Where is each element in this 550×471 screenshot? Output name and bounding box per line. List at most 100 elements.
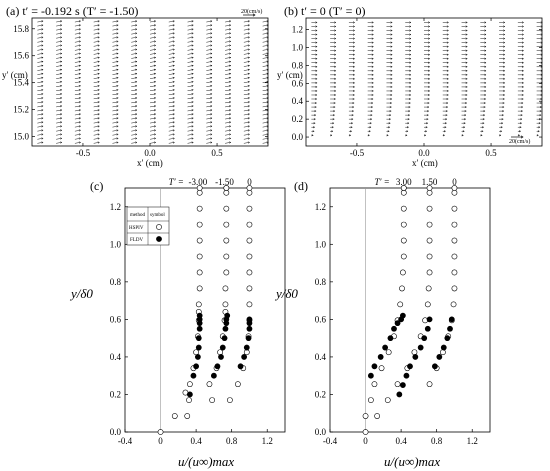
vector-arrowhead (153, 113, 157, 116)
vector-arrowhead (135, 97, 138, 100)
vector-arrowhead (229, 36, 232, 39)
y-tick-label: 15.8 (13, 24, 29, 34)
x-tick-label: 0.0 (418, 148, 430, 158)
vector-arrowhead (172, 84, 175, 88)
vector-arrow (168, 129, 175, 132)
vector-arrowhead (116, 44, 119, 47)
vector-arrow (37, 81, 44, 83)
vector-arrowhead (229, 101, 232, 104)
vector-arrow (112, 93, 119, 96)
vector-arrow (149, 138, 156, 140)
vector-arrow (187, 81, 194, 83)
vector-arrowhead (503, 53, 506, 56)
vector-arrowhead (153, 137, 157, 140)
vector-arrowhead (229, 24, 232, 27)
vector-arrowhead (465, 61, 468, 64)
x-tick-label: 0.4 (395, 436, 407, 446)
vector-arrowhead (371, 65, 374, 68)
hspiv-point (223, 253, 230, 260)
vector-arrowhead (334, 61, 337, 64)
vector-arrowhead (484, 53, 487, 56)
vector-arrow (56, 61, 62, 63)
vector-arrowhead (60, 97, 63, 100)
vector-arrowhead (153, 101, 157, 104)
vector-arrowhead (409, 61, 412, 64)
vector-arrowhead (116, 141, 119, 144)
vector-arrowhead (78, 129, 82, 132)
vector-arrowhead (191, 56, 194, 59)
vector-arrow (74, 85, 81, 87)
vector-arrowhead (371, 57, 374, 60)
hspiv-point (451, 237, 458, 244)
vector-arrow (93, 93, 100, 96)
vector-arrow (206, 77, 213, 79)
vector-arrowhead (428, 85, 431, 88)
fldv-point (407, 363, 413, 370)
y-tick-label: 15.6 (13, 51, 29, 61)
vector-arrowhead (521, 97, 524, 101)
vector-arrowhead (334, 93, 337, 97)
vector-arrowhead (210, 48, 213, 51)
vector-arrow (112, 121, 119, 124)
vector-arrowhead (521, 41, 525, 44)
vector-arrow (131, 20, 137, 23)
vector-arrowhead (247, 64, 251, 67)
vector-arrowhead (60, 113, 63, 116)
x-tick-label: -0.5 (350, 148, 365, 158)
vector-arrowhead (521, 85, 525, 88)
vector-arrowhead (229, 32, 232, 35)
vector-arrowhead (350, 130, 353, 133)
vector-arrowhead (210, 72, 213, 75)
vector-arrow (56, 93, 62, 96)
vector-arrowhead (484, 65, 487, 68)
vector-arrowhead (97, 129, 100, 132)
vector-arrowhead (428, 65, 431, 68)
vector-arrowhead (446, 53, 449, 56)
vector-arrowhead (371, 97, 374, 101)
vector-arrow (93, 28, 100, 31)
vector-arrow (74, 142, 81, 144)
vector-arrowhead (135, 101, 138, 104)
vector-arrow (225, 28, 231, 31)
vector-arrowhead (521, 106, 524, 109)
vector-arrowhead (191, 60, 194, 63)
vector-arrowhead (465, 97, 468, 101)
vector-arrowhead (351, 122, 354, 125)
vector-arrowhead (135, 113, 138, 116)
vector-arrow (225, 45, 231, 47)
vector-arrowhead (116, 84, 119, 88)
vector-arrowhead (266, 60, 269, 63)
vector-arrowhead (135, 28, 138, 31)
vector-arrowhead (389, 101, 393, 105)
vector-arrowhead (538, 122, 541, 125)
vector-arrow (93, 138, 100, 140)
vector-arrow (112, 142, 119, 144)
vector-arrowhead (521, 29, 525, 32)
vector-arrowhead (78, 101, 82, 104)
vector-arrowhead (315, 61, 318, 64)
vector-arrowhead (210, 141, 213, 144)
hspiv-point (234, 381, 241, 388)
vector-arrowhead (135, 44, 138, 47)
vector-arrow (93, 117, 100, 120)
vector-arrowhead (464, 110, 467, 113)
vector-arrowhead (351, 110, 355, 113)
vector-arrowhead (266, 97, 269, 100)
vector-arrow (74, 129, 81, 132)
vector-arrowhead (41, 117, 44, 120)
vector-arrow (131, 61, 137, 63)
vector-arrow (37, 49, 44, 51)
vector-arrowhead (229, 88, 232, 92)
vector-arrow (149, 69, 156, 71)
fldv-point (246, 325, 253, 332)
vector-arrowhead (78, 113, 82, 116)
vector-arrowhead (229, 48, 232, 51)
fldv-point (417, 344, 424, 351)
vector-arrowhead (210, 125, 213, 128)
vector-arrow (112, 41, 119, 43)
vector-arrowhead (371, 29, 374, 32)
vector-arrowhead (313, 122, 316, 125)
vector-arrow (262, 37, 269, 39)
vector-arrowhead (428, 73, 431, 76)
